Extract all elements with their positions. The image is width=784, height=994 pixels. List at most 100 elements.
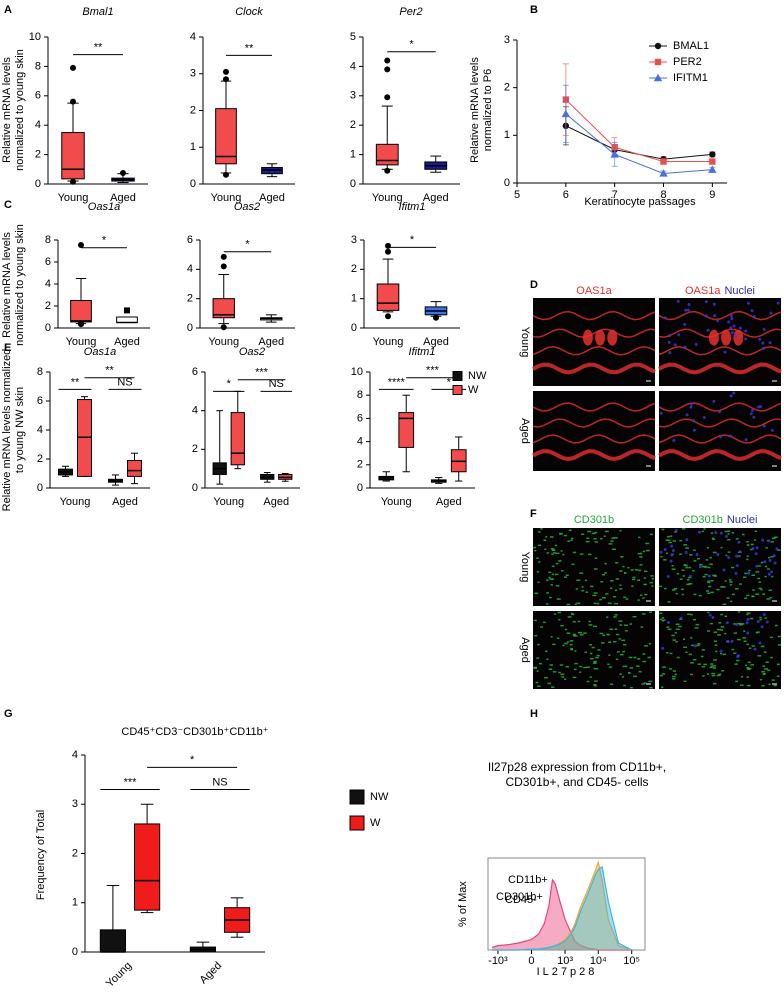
significance-label: NS xyxy=(212,776,227,788)
stain-dot xyxy=(702,575,706,578)
stain-dot xyxy=(691,570,695,572)
stain-dot xyxy=(570,539,573,542)
stain-dot xyxy=(589,652,593,655)
nucleus-dot xyxy=(694,342,698,346)
stain-dot xyxy=(618,638,621,640)
row-label: Aged xyxy=(519,418,531,444)
stain-dot xyxy=(634,569,639,571)
stain-dot xyxy=(548,571,552,574)
stain-dot xyxy=(671,564,674,567)
outlier xyxy=(223,76,229,83)
y-tick-label: 0 xyxy=(45,322,51,334)
nucleus-dot xyxy=(751,547,755,551)
stain-dot xyxy=(590,585,594,588)
stain-dot xyxy=(608,654,611,656)
stain-dot xyxy=(727,538,731,541)
stain-dot xyxy=(580,633,584,636)
stain-dot xyxy=(674,531,677,533)
nucleus-dot xyxy=(670,544,674,548)
nucleus-dot xyxy=(667,621,671,625)
stain-dot xyxy=(584,651,587,653)
nucleus-dot xyxy=(744,329,748,333)
stain-dot xyxy=(769,596,772,599)
tissue-blob xyxy=(733,329,744,346)
stain-dot xyxy=(763,651,767,653)
stain-dot xyxy=(685,566,689,569)
legend-label: CD45- xyxy=(505,894,537,906)
nucleus-dot xyxy=(727,556,731,560)
stain-dot xyxy=(735,588,739,590)
stain-dot xyxy=(727,530,731,532)
stain-dot xyxy=(713,631,718,634)
chart-title: Ifitm1 xyxy=(409,346,436,358)
stain-dot xyxy=(591,646,595,649)
stain-dot xyxy=(717,634,721,636)
nucleus-dot xyxy=(746,631,750,635)
legend-label: CD11b+ xyxy=(508,874,548,886)
significance-label: **** xyxy=(388,376,406,388)
stain-dot xyxy=(710,591,714,594)
tissue-band xyxy=(532,362,656,375)
y-tick-label: 2 xyxy=(187,293,193,305)
box xyxy=(134,823,161,911)
nucleus-dot xyxy=(773,561,777,565)
stain-dot xyxy=(758,581,761,583)
stain-dot xyxy=(627,566,630,569)
row-label: Aged xyxy=(519,637,531,663)
stain-dot xyxy=(720,546,723,549)
stain-dot xyxy=(693,549,696,552)
stain-dot xyxy=(733,623,737,625)
stain-dot xyxy=(744,572,748,575)
stain-dot xyxy=(630,569,634,571)
y-tick-label: 4 xyxy=(37,424,43,436)
stain-dot xyxy=(743,630,746,632)
stain-dot xyxy=(749,617,754,620)
stain-dot xyxy=(776,663,780,666)
y-tick-label: 2 xyxy=(192,443,198,455)
x-tick-label: 0 xyxy=(528,955,534,967)
outlier xyxy=(220,324,227,331)
legend-marker xyxy=(654,58,662,66)
stain-dot xyxy=(733,652,737,655)
tissue-band xyxy=(658,328,782,338)
outlier xyxy=(120,169,126,176)
nucleus-dot xyxy=(750,408,754,412)
stain-dot xyxy=(614,614,618,616)
stain-dot xyxy=(746,612,751,614)
stain-dot xyxy=(696,644,700,647)
column-label-part: OAS1a xyxy=(576,285,612,297)
x-tick-label: Aged xyxy=(423,192,449,204)
stain-dot xyxy=(571,613,575,616)
x-tick-label: Young xyxy=(104,960,134,990)
x-tick-label: Young xyxy=(66,336,97,348)
stain-dot xyxy=(720,613,724,616)
stain-dot xyxy=(731,648,735,651)
y-tick-label: 6 xyxy=(357,412,363,424)
y-tick-label: 1 xyxy=(350,149,356,161)
stain-dot xyxy=(594,531,598,534)
stain-dot xyxy=(579,631,583,634)
nucleus-dot xyxy=(754,552,758,556)
tissue-blob xyxy=(582,329,593,346)
stain-dot xyxy=(750,548,753,551)
stain-dot xyxy=(764,668,769,670)
stain-dot xyxy=(674,673,677,676)
stain-dot xyxy=(728,579,732,581)
stain-dot xyxy=(645,549,650,552)
stain-dot xyxy=(736,659,740,662)
stain-dot xyxy=(588,553,592,556)
stain-dot xyxy=(759,678,763,681)
tissue-blob xyxy=(708,329,719,346)
stain-dot xyxy=(540,528,543,530)
stain-dot xyxy=(764,565,768,568)
stain-dot xyxy=(744,597,748,600)
nucleus-dot xyxy=(776,301,780,305)
stain-dot xyxy=(692,658,697,661)
stain-dot xyxy=(707,673,710,675)
chart-title: Clock xyxy=(235,6,263,18)
nucleus-dot xyxy=(707,574,711,578)
stain-dot xyxy=(675,640,678,643)
stain-dot xyxy=(637,536,641,539)
stain-dot xyxy=(592,594,597,597)
